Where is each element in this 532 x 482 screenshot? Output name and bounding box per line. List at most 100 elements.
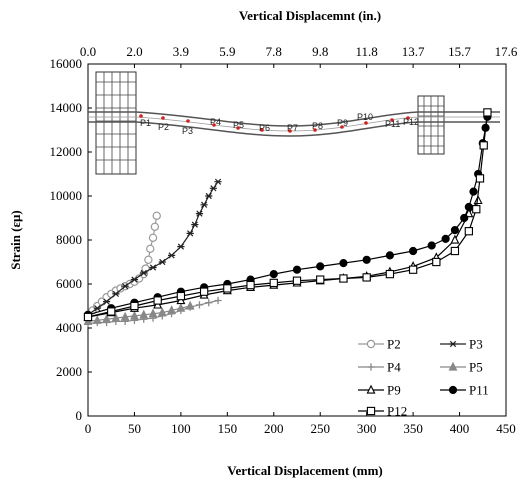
data-point — [157, 307, 167, 317]
legend-item-p9: P9 — [358, 383, 401, 398]
left-column-grid — [96, 72, 136, 174]
data-point — [339, 274, 348, 283]
data-point — [195, 301, 204, 309]
data-point — [176, 302, 186, 312]
legend-marker — [366, 339, 376, 349]
data-point — [464, 202, 473, 212]
gauge-label: P5 — [233, 120, 244, 130]
data-point — [121, 283, 129, 290]
data-point — [140, 269, 148, 277]
data-point — [185, 300, 195, 310]
gauge-label: P2 — [158, 122, 169, 132]
data-point — [102, 313, 111, 323]
data-point — [186, 230, 194, 237]
data-point — [83, 312, 93, 322]
gauge-label: P12 — [403, 117, 419, 127]
legend-label: P3 — [469, 337, 483, 352]
data-point — [316, 262, 325, 271]
data-point — [168, 252, 176, 259]
data-point — [339, 259, 348, 268]
axes: 0 50 100 150 200 250 300 350 400 450 0.0 2.0 3.9 5.9 7… — [50, 44, 518, 436]
gauge-label: P3 — [182, 126, 193, 136]
data-point — [158, 258, 166, 266]
gauge-label: P11 — [385, 119, 400, 129]
legend-item-p4: P4 — [358, 360, 401, 375]
data-point — [167, 305, 177, 314]
data-point — [93, 305, 101, 312]
data-point — [385, 251, 394, 260]
data-point — [269, 270, 278, 279]
gauge-label: P1 — [140, 118, 151, 128]
series-p3 — [84, 178, 222, 318]
legend-item-p3: P3 — [440, 337, 483, 352]
x-tick-label: 450 — [496, 421, 516, 436]
data-point — [153, 296, 162, 305]
x2-tick-label: 15.7 — [448, 44, 471, 59]
top-axis-title: Vertical Displacemnt (in.) — [239, 8, 381, 23]
x-tick-label: 250 — [310, 421, 330, 436]
y-tick-label: 8000 — [56, 232, 82, 247]
x2-tick-label: 2.0 — [126, 44, 142, 59]
legend-item-p11: P11 — [440, 383, 489, 398]
data-point — [191, 221, 199, 228]
data-point — [205, 299, 213, 307]
x-tick-label: 0 — [85, 421, 92, 436]
data-point — [450, 234, 460, 244]
legend-item-p12: P12 — [358, 404, 407, 419]
data-point — [269, 278, 278, 288]
series-p5 — [83, 300, 195, 325]
series-p9 — [83, 195, 483, 321]
y-tick-label: 2000 — [56, 364, 82, 379]
x-tick-label: 400 — [450, 421, 470, 436]
data-point — [408, 265, 418, 274]
legend-marker — [448, 385, 458, 395]
y-axis-title: Strain (εμ) — [8, 210, 23, 270]
data-point — [316, 275, 325, 284]
y-tick-label: 12000 — [50, 144, 83, 159]
x-tick-label: 50 — [128, 421, 141, 436]
gauge-label: P10 — [357, 112, 373, 122]
data-point — [107, 307, 116, 316]
data-point — [130, 301, 139, 311]
deformed-beam-bottom — [88, 121, 500, 137]
y-tick-label: 16000 — [50, 56, 83, 71]
data-point — [148, 233, 158, 242]
legend-item-p2: P2 — [358, 337, 401, 352]
gauge-label: P9 — [337, 118, 348, 128]
data-point — [214, 178, 222, 185]
data-point — [479, 141, 488, 150]
data-point — [473, 195, 483, 205]
y-tick-label: 4000 — [56, 320, 82, 335]
left-column — [95, 71, 137, 175]
data-point — [464, 208, 474, 218]
data-point — [152, 211, 161, 220]
data-point — [130, 310, 139, 320]
legend-label: P5 — [469, 360, 483, 375]
data-point — [195, 210, 204, 217]
legend-marker — [366, 406, 376, 416]
data-point — [475, 174, 485, 183]
data-point — [246, 280, 255, 290]
data-point — [148, 308, 158, 318]
legend: P2 P3 P4 P5 P9 P11 P12 — [358, 337, 489, 419]
data-point — [205, 192, 213, 200]
x2-tick-label: 9.8 — [312, 44, 328, 59]
x-tick-label: 300 — [357, 421, 377, 436]
deformed-beam-top — [88, 111, 500, 127]
data-point — [120, 311, 130, 321]
data-point — [144, 255, 153, 264]
y-tick-label: 14000 — [50, 100, 83, 115]
data-point — [92, 315, 102, 324]
x-tick-label: 200 — [264, 421, 284, 436]
data-point — [292, 276, 302, 285]
x2-tick-label: 7.8 — [266, 44, 282, 59]
data-point — [427, 241, 436, 250]
right-column-grid — [418, 96, 444, 154]
data-point — [472, 205, 481, 214]
legend-marker — [448, 361, 458, 371]
legend-marker — [367, 363, 375, 371]
strain-gauge-markers — [139, 114, 410, 133]
x2-tick-label: 5.9 — [219, 44, 235, 59]
gauge-label: P7 — [287, 123, 298, 133]
